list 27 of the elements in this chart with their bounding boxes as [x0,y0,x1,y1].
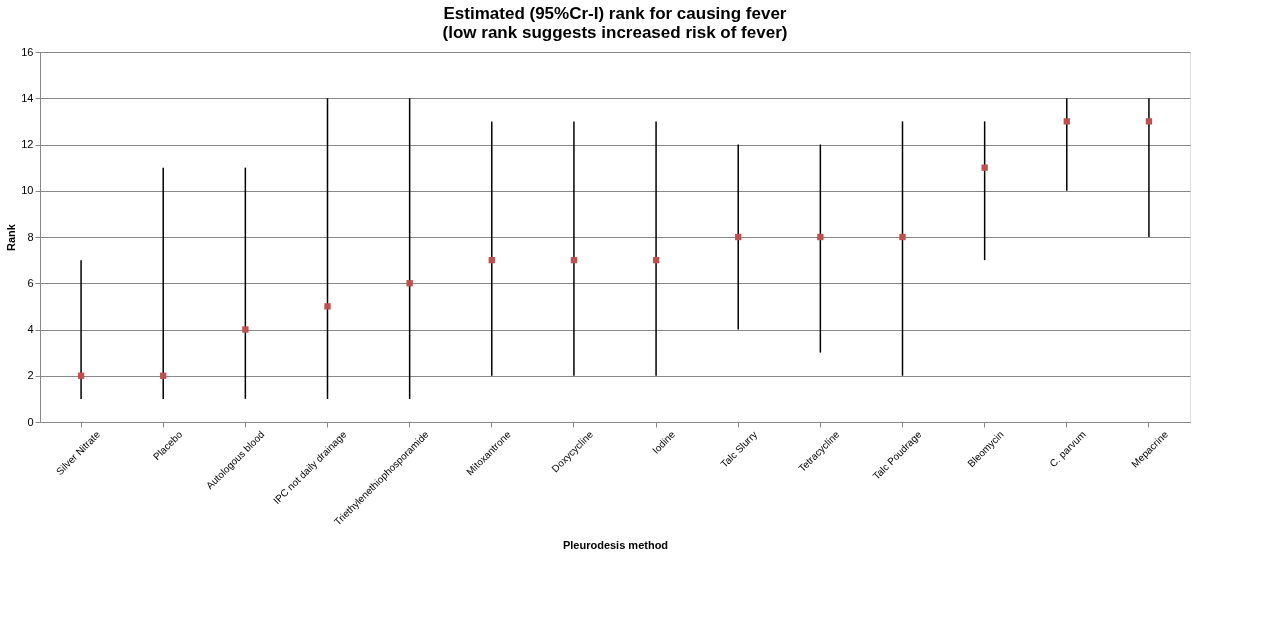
point [77,372,85,379]
point [1063,118,1070,125]
y-tick-label: 16 [21,45,34,58]
point [242,326,249,333]
point [1145,118,1153,125]
text: Estimated (95%Cr-I) rank for causing fever [443,4,787,23]
point [406,280,413,287]
point [488,256,495,264]
point [817,233,824,241]
point [981,164,988,171]
y-axis-title: Rank [5,223,18,251]
y-tick-label: 6 [27,276,34,289]
point [324,303,331,310]
x-axis-title: Pleurodesis method [562,538,669,551]
y-tick-label: 14 [21,91,34,104]
y-tick-label: 0 [27,415,34,428]
point [570,256,578,264]
point [652,256,660,264]
point [160,372,167,379]
y-tick-label: 4 [27,323,34,335]
y-tick-label: 12 [21,138,34,150]
y-tick-label: 2 [27,369,34,382]
point [899,233,906,241]
text: (low rank suggests increased risk of fever) [442,23,788,42]
point [735,233,742,241]
y-tick-label: 10 [21,184,34,197]
y-tick-label: 8 [27,230,34,243]
